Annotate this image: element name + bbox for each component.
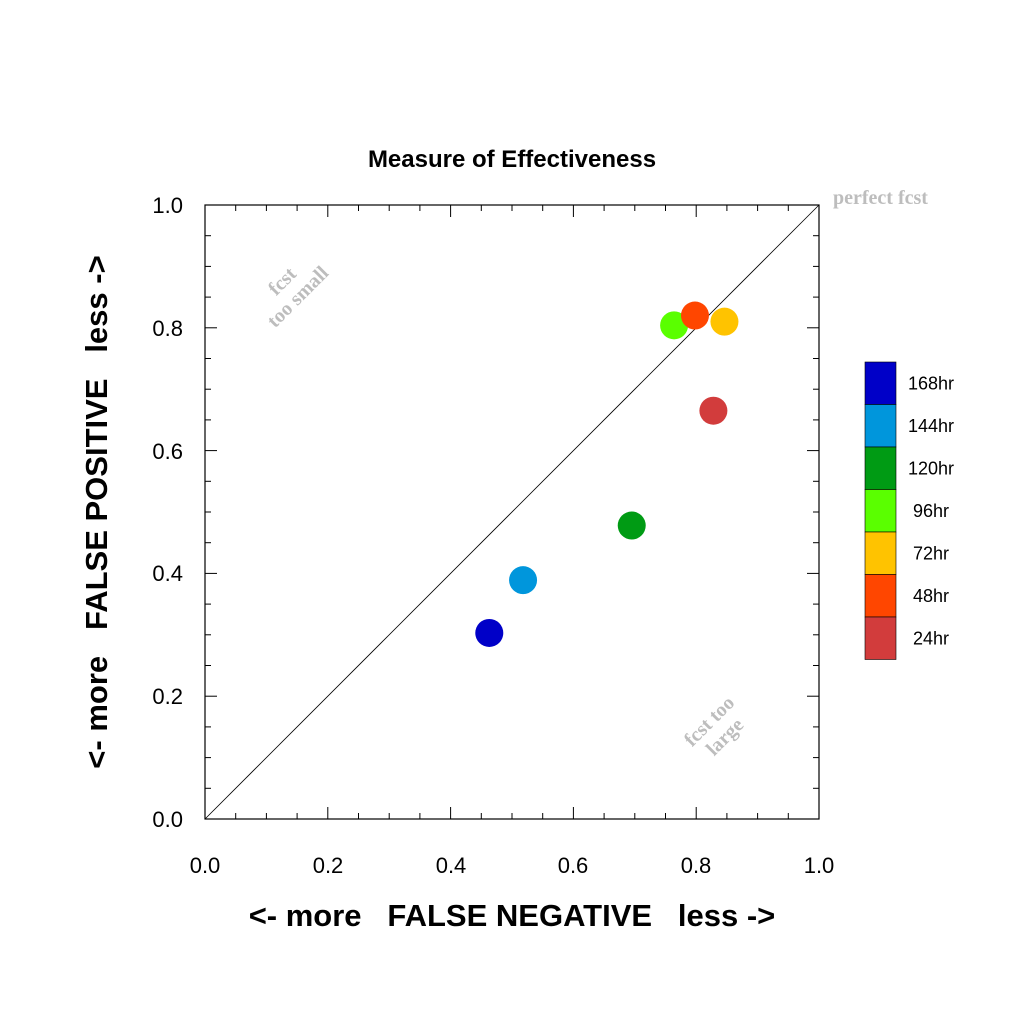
x-tick-labels: 0.0 0.2 0.4 0.6 0.8 1.0 [190, 853, 835, 878]
perfect-forecast-label: perfect fcst [833, 187, 928, 209]
too-small-line-2: too small [263, 262, 333, 332]
legend-swatch-120hr [864, 446, 897, 490]
x-tick-label: 0.2 [313, 853, 344, 878]
legend-swatch-72hr [864, 531, 897, 575]
legend-swatch-96hr [864, 489, 897, 533]
y-tick-label: 0.2 [152, 684, 183, 709]
legend-swatch-24hr [864, 616, 897, 660]
y-tick-label: 0.8 [152, 316, 183, 341]
legend-swatch-48hr [864, 574, 897, 618]
chart-title: Measure of Effectiveness [368, 146, 656, 173]
data-point-48hr [680, 301, 709, 330]
legend-swatch-168hr [864, 361, 897, 405]
legend-label-48hr: 48hr [913, 586, 949, 606]
data-point-168hr [475, 618, 504, 647]
y-axis-title: <- more FALSE POSITIVE less -> [79, 255, 114, 768]
legend-label-24hr: 24hr [913, 628, 949, 648]
plot-axes [204, 204, 820, 820]
y-tick-label: 0.0 [152, 807, 183, 832]
x-axis-title: <- more FALSE NEGATIVE less -> [249, 898, 776, 933]
too-small-annotation: fcst too small [263, 262, 333, 332]
legend: 168hr 144hr 120hr 96hr 72hr 48hr 24hr [864, 361, 954, 660]
too-large-annotation: fcst too large [680, 692, 748, 760]
data-points [475, 301, 739, 647]
legend-swatch-144hr [864, 404, 897, 448]
perfect-forecast-diagonal [204, 204, 820, 820]
legend-label-96hr: 96hr [913, 501, 949, 521]
data-point-72hr [710, 307, 739, 336]
legend-label-72hr: 72hr [913, 543, 949, 563]
y-tick-label: 0.6 [152, 439, 183, 464]
x-tick-label: 0.6 [558, 853, 589, 878]
legend-label-144hr: 144hr [908, 416, 954, 436]
legend-label-168hr: 168hr [908, 373, 954, 393]
x-tick-label: 1.0 [804, 853, 835, 878]
data-point-24hr [699, 396, 728, 425]
x-tick-label: 0.4 [436, 853, 467, 878]
y-tick-label: 0.4 [152, 561, 183, 586]
data-point-120hr [617, 511, 646, 540]
x-tick-label: 0.8 [681, 853, 712, 878]
legend-label-120hr: 120hr [908, 458, 954, 478]
x-tick-label: 0.0 [190, 853, 221, 878]
y-tick-labels: 0.0 0.2 0.4 0.6 0.8 1.0 [152, 193, 183, 832]
y-tick-label: 1.0 [152, 193, 183, 218]
data-point-96hr [660, 311, 689, 340]
data-point-144hr [509, 566, 538, 595]
tick-marks [204, 204, 820, 820]
